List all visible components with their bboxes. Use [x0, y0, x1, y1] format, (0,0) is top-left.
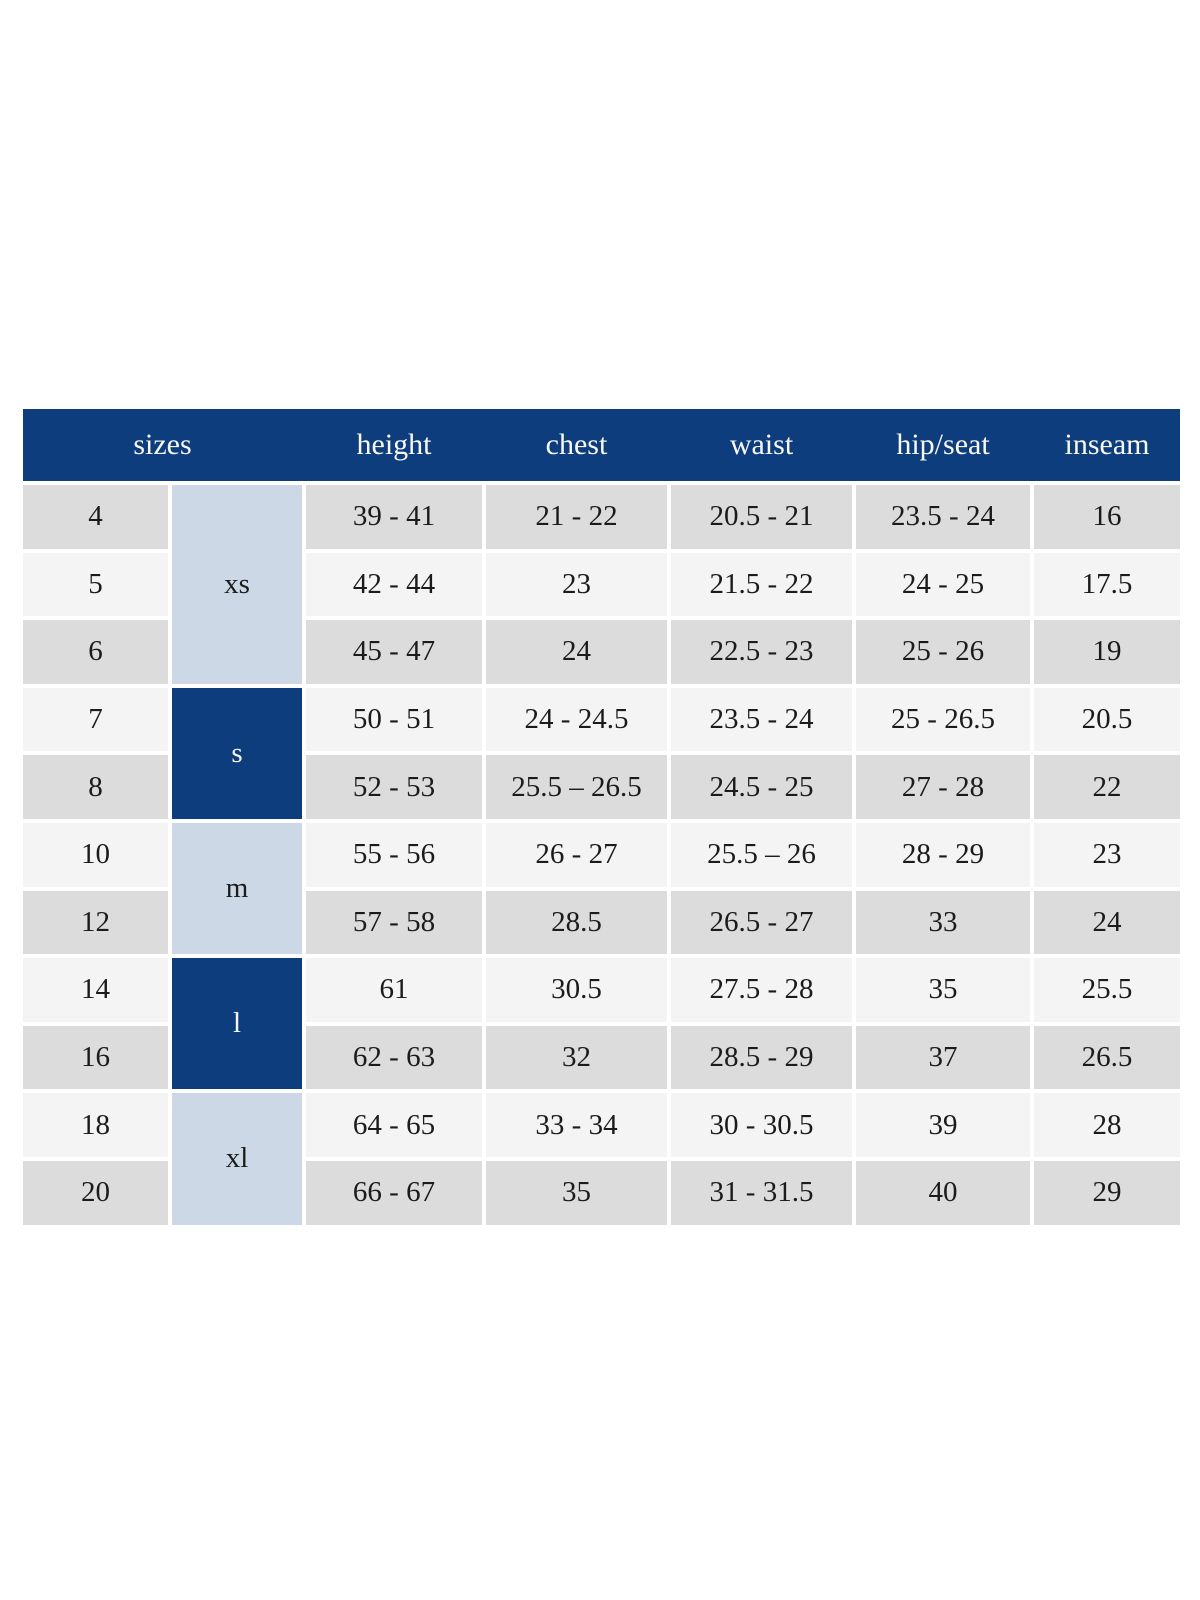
hip-seat-cell: 23.5 - 24 [856, 485, 1030, 549]
height-cell: 55 - 56 [306, 822, 482, 887]
inseam-cell: 25.5 [1034, 958, 1180, 1022]
size-group-cell-xs: xs [172, 485, 302, 684]
height-cell: 64 - 65 [306, 1093, 482, 1157]
hip-seat-cell: 24 - 25 [856, 552, 1030, 617]
waist-cell: 27.5 - 28 [671, 958, 852, 1022]
chest-cell: 26 - 27 [486, 822, 667, 887]
size-number-cell: 6 [23, 620, 168, 684]
inseam-cell: 20.5 [1034, 687, 1180, 752]
column-header-hip-seat: hip/seat [896, 428, 990, 461]
height-cell: 57 - 58 [306, 890, 482, 955]
hip-seat-cell: 25 - 26.5 [856, 687, 1030, 752]
size-group-cell-s: s [172, 687, 302, 819]
size-number-cell: 14 [23, 958, 168, 1022]
inseam-cell: 16 [1034, 485, 1180, 549]
waist-cell: 22.5 - 23 [671, 620, 852, 684]
chest-cell: 33 - 34 [486, 1093, 667, 1157]
height-cell: 50 - 51 [306, 687, 482, 752]
chest-cell: 35 [486, 1160, 667, 1225]
inseam-cell: 28 [1034, 1093, 1180, 1157]
height-cell: 52 - 53 [306, 755, 482, 819]
size-number-cell: 12 [23, 890, 168, 955]
hip-seat-cell: 25 - 26 [856, 620, 1030, 684]
size-number-cell: 5 [23, 552, 168, 617]
column-header-waist: waist [729, 428, 794, 461]
chest-cell: 32 [486, 1025, 667, 1090]
size-group-cell-m: m [172, 822, 302, 955]
hip-seat-cell: 37 [856, 1025, 1030, 1090]
height-cell: 61 [306, 958, 482, 1022]
table-header-row: sizes height chest waist hip/seat inseam [23, 409, 1180, 481]
size-number-cell: 10 [23, 822, 168, 887]
inseam-cell: 29 [1034, 1160, 1180, 1225]
chest-cell: 24 - 24.5 [486, 687, 667, 752]
size-number-cell: 7 [23, 687, 168, 752]
waist-cell: 28.5 - 29 [671, 1025, 852, 1090]
inseam-cell: 23 [1034, 822, 1180, 887]
inseam-cell: 26.5 [1034, 1025, 1180, 1090]
chest-cell: 23 [486, 552, 667, 617]
size-table-body: 4 39 - 41 21 - 22 20.5 - 21 23.5 - 24 16 5 42 -… [23, 485, 1180, 1225]
chest-cell: 28.5 [486, 890, 667, 955]
size-number-cell: 18 [23, 1093, 168, 1157]
waist-cell: 21.5 - 22 [671, 552, 852, 617]
hip-seat-cell: 35 [856, 958, 1030, 1022]
size-group-cell-xl: xl [172, 1093, 302, 1225]
height-cell: 62 - 63 [306, 1025, 482, 1090]
chest-cell: 25.5 – 26.5 [486, 755, 667, 819]
column-header-height: height [356, 428, 432, 461]
chest-cell: 21 - 22 [486, 485, 667, 549]
column-header-chest: chest [545, 428, 608, 461]
chest-cell: 30.5 [486, 958, 667, 1022]
waist-cell: 31 - 31.5 [671, 1160, 852, 1225]
height-cell: 39 - 41 [306, 485, 482, 549]
inseam-cell: 24 [1034, 890, 1180, 955]
hip-seat-cell: 39 [856, 1093, 1030, 1157]
size-number-cell: 8 [23, 755, 168, 819]
waist-cell: 24.5 - 25 [671, 755, 852, 819]
inseam-cell: 19 [1034, 620, 1180, 684]
size-number-cell: 4 [23, 485, 168, 549]
inseam-cell: 17.5 [1034, 552, 1180, 617]
size-group-cell-l: l [172, 958, 302, 1090]
hip-seat-cell: 40 [856, 1160, 1030, 1225]
chest-cell: 24 [486, 620, 667, 684]
waist-cell: 26.5 - 27 [671, 890, 852, 955]
size-number-cell: 16 [23, 1025, 168, 1090]
waist-cell: 25.5 – 26 [671, 822, 852, 887]
size-number-cell: 20 [23, 1160, 168, 1225]
inseam-cell: 22 [1034, 755, 1180, 819]
hip-seat-cell: 28 - 29 [856, 822, 1030, 887]
height-cell: 66 - 67 [306, 1160, 482, 1225]
waist-cell: 30 - 30.5 [671, 1093, 852, 1157]
waist-cell: 20.5 - 21 [671, 485, 852, 549]
column-header-sizes: sizes [133, 428, 192, 461]
height-cell: 42 - 44 [306, 552, 482, 617]
waist-cell: 23.5 - 24 [671, 687, 852, 752]
hip-seat-cell: 27 - 28 [856, 755, 1030, 819]
height-cell: 45 - 47 [306, 620, 482, 684]
column-header-inseam: inseam [1064, 428, 1150, 461]
hip-seat-cell: 33 [856, 890, 1030, 955]
size-chart-table: sizes height chest waist hip/seat inseam… [23, 409, 1180, 1225]
